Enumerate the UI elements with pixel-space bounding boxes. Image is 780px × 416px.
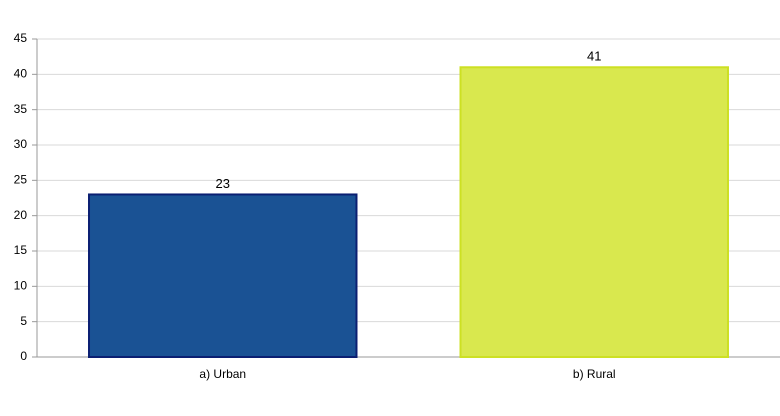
bar xyxy=(88,193,358,358)
y-tick-label: 45 xyxy=(14,31,28,45)
x-tick-label: b) Rural xyxy=(573,367,616,381)
bar xyxy=(459,66,729,359)
y-tick-label: 0 xyxy=(20,349,27,363)
x-tick-label: a) Urban xyxy=(199,367,246,381)
data-label: 41 xyxy=(587,49,601,64)
y-tick-label: 5 xyxy=(20,314,27,328)
y-tick-label: 30 xyxy=(14,137,28,151)
y-tick-label: 20 xyxy=(14,208,28,222)
y-tick-label: 15 xyxy=(14,243,28,257)
y-tick-label: 10 xyxy=(14,279,28,293)
y-tick-label: 25 xyxy=(14,173,28,187)
y-tick-label: 40 xyxy=(14,67,28,81)
data-label: 23 xyxy=(216,176,230,191)
y-tick-label: 35 xyxy=(14,102,28,116)
